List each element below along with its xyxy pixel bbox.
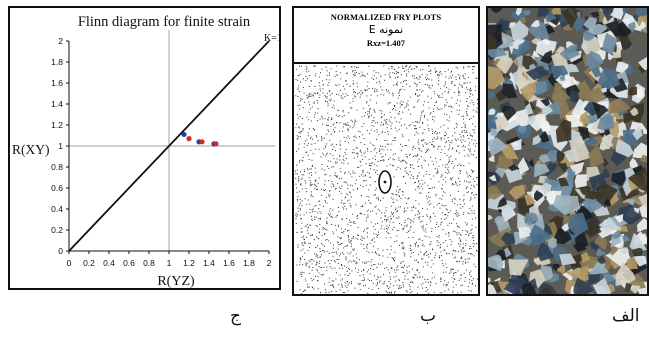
fry-sample-label: نمونه E: [368, 23, 404, 36]
photomicrograph-image: [488, 8, 647, 294]
fry-plot-title: NORMALIZED FRY PLOTS: [330, 12, 442, 22]
thin-section-photomicrograph: [486, 6, 649, 296]
fry-plot-header: NORMALIZED FRY PLOTS نمونه E Rxz=1.407: [294, 8, 478, 64]
x-tick-label: 0.8: [143, 258, 155, 268]
x-tick-label: 0.4: [103, 258, 115, 268]
x-tick-label: 1.8: [243, 258, 255, 268]
y-tick-label: 0.8: [51, 162, 63, 172]
y-tick-label: 0.4: [51, 204, 63, 214]
y-tick-label: 1.6: [51, 78, 63, 88]
chart-title: Flinn diagram for finite strain: [78, 14, 251, 30]
k-equals-one-reference-line: [68, 40, 270, 252]
y-tick-label: 0.2: [51, 225, 63, 235]
y-tick-label: 0: [58, 246, 63, 256]
x-tick-label: 1: [167, 258, 172, 268]
k-equals-one-label: K=1: [264, 33, 279, 44]
data-point: [181, 131, 187, 138]
caption-be: ب: [420, 306, 437, 326]
data-point: [213, 141, 219, 147]
fry-plot-scatter: [295, 65, 478, 294]
x-tick-label: 0.2: [83, 258, 95, 268]
flinn-chart: Flinn diagram for finite strain 0 0.2 0.4 0…: [12, 14, 279, 288]
flinn-diagram-panel: Flinn diagram for finite strain 0 0.2 0.4 0…: [8, 6, 281, 290]
data-points: [181, 131, 219, 147]
y-tick-label: 2: [58, 36, 63, 46]
y-tick-label: 1.8: [51, 57, 63, 67]
ellipse-center-dot: [383, 180, 387, 184]
caption-alef: الف: [612, 306, 640, 326]
y-axis-label: R(XY): [12, 142, 50, 157]
x-axis-ticks: 0 0.2 0.4 0.6 0.8 1 1.2 1.4 1.6 1.8 2: [67, 251, 272, 268]
x-tick-label: 1.6: [223, 258, 235, 268]
y-tick-label: 1.2: [51, 120, 63, 130]
mineral-grains: [488, 8, 647, 294]
y-tick-label: 1: [58, 141, 63, 151]
data-point: [186, 136, 192, 142]
fry-plot-panel: NORMALIZED FRY PLOTS نمونه E Rxz=1.407: [292, 6, 480, 296]
y-axis-ticks: 0 0.2 0.4 0.6 0.8 1 1.2 1.4 1.6 1.8 2: [51, 36, 69, 256]
x-tick-label: 1.4: [203, 258, 215, 268]
x-tick-label: 2: [267, 258, 272, 268]
crosshair-lines: [69, 30, 275, 251]
x-tick-label: 0.6: [123, 258, 135, 268]
y-tick-label: 1.4: [51, 99, 63, 109]
data-point: [199, 139, 205, 145]
x-axis-label: R(YZ): [157, 274, 195, 288]
fry-point-cloud: [295, 65, 478, 294]
caption-jim: ج: [230, 306, 241, 326]
x-tick-label: 1.2: [183, 258, 195, 268]
y-tick-label: 0.6: [51, 183, 63, 193]
fry-ratio-label: Rxz=1.407: [366, 38, 406, 48]
x-tick-label: 0: [67, 258, 72, 268]
k-equals-one-line: [68, 40, 270, 252]
